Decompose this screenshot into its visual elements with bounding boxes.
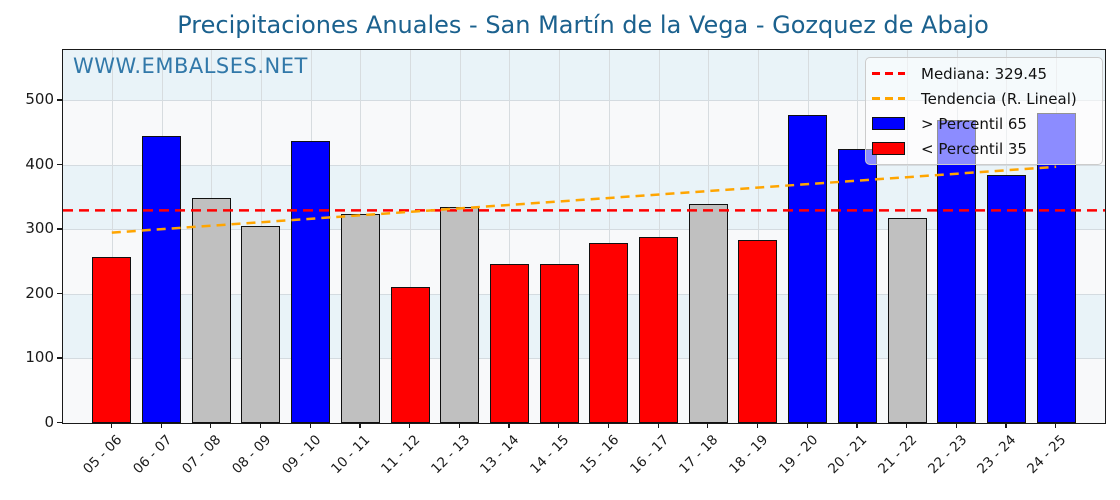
chart-title: Precipitaciones Anuales - San Martín de … (177, 11, 989, 39)
x-tick-mark (1055, 423, 1057, 428)
legend: Mediana: 329.45 Tendencia (R. Lineal) > Pe… (865, 57, 1103, 165)
x-tick-mark (955, 423, 957, 428)
y-tick-mark (57, 357, 62, 359)
bar-13-14 (489, 264, 529, 423)
bar-14-15 (539, 264, 579, 423)
x-tick-mark (607, 423, 610, 428)
x-tick-mark (210, 423, 212, 428)
x-gridline (559, 50, 561, 423)
y-tick-label: 0 (44, 413, 54, 431)
y-tick-mark (57, 292, 62, 295)
bar-08-09 (241, 225, 281, 423)
bar-22-23 (937, 119, 977, 423)
legend-label: > Percentil 65 (921, 114, 1027, 133)
y-gridline (63, 100, 1105, 102)
bar-23-24 (986, 174, 1026, 423)
bar-20-21 (837, 148, 877, 423)
bar-07-08 (191, 198, 231, 423)
x-tick-mark (160, 423, 162, 428)
y-gridline (63, 358, 1105, 360)
bar-18-19 (738, 239, 778, 423)
line-layer (63, 165, 1105, 234)
y-tick-label: 400 (25, 154, 54, 173)
x-tick-mark (508, 423, 510, 428)
bar-10-11 (340, 213, 380, 423)
x-tick-mark (259, 423, 262, 428)
legend-item: Tendencia (R. Lineal) (866, 86, 1102, 111)
bar-19-20 (788, 115, 828, 423)
bar-15-16 (589, 242, 629, 423)
legend-marker-wrap (872, 142, 921, 155)
bar-05-06 (92, 257, 132, 423)
y-tick-mark (57, 163, 62, 166)
legend-dashed-line-icon (872, 72, 905, 75)
watermark: WWW.EMBALSES.NET (73, 54, 308, 78)
legend-item: < Percentil 35 (866, 136, 1102, 161)
bar-11-12 (390, 287, 430, 423)
legend-marker-wrap (872, 117, 921, 130)
x-gridline (509, 50, 511, 423)
x-tick-mark (309, 423, 311, 428)
y-tick-mark (57, 422, 62, 424)
bar-21-22 (887, 218, 927, 423)
x-tick-mark (110, 423, 113, 428)
legend-item: > Percentil 65 (866, 111, 1102, 136)
legend-item: Mediana: 329.45 (866, 61, 1102, 86)
x-tick-mark (409, 423, 411, 428)
trend-line (111, 165, 1057, 234)
bar-09-10 (291, 141, 331, 423)
x-gridline (757, 50, 759, 423)
x-gridline (608, 50, 610, 423)
legend-label: < Percentil 35 (921, 139, 1027, 158)
y-tick-label: 300 (25, 219, 54, 238)
y-tick-label: 500 (25, 90, 54, 109)
legend-marker-wrap (872, 72, 921, 75)
y-gridline (63, 164, 1105, 166)
x-tick-mark (906, 423, 908, 428)
x-gridline (410, 50, 411, 423)
y-tick-mark (57, 99, 62, 101)
bar-16-17 (639, 236, 678, 423)
x-tick-mark (856, 423, 858, 428)
legend-box-icon (872, 142, 905, 155)
y-tick-label: 200 (25, 283, 54, 302)
x-tick-mark (657, 423, 659, 428)
legend-box-icon (872, 117, 905, 130)
x-tick-mark (707, 423, 709, 428)
x-tick-mark (558, 423, 560, 428)
x-tick-mark (458, 423, 460, 428)
y-tick-label: 100 (25, 348, 54, 367)
x-tick-mark (806, 423, 808, 428)
background-band (63, 164, 1105, 230)
background-band (63, 293, 1105, 359)
legend-dashed-line-icon (872, 97, 905, 100)
legend-marker-wrap (872, 97, 921, 100)
y-tick-mark (57, 228, 62, 230)
bar-06-07 (142, 135, 181, 423)
x-gridline (111, 50, 113, 423)
bar-17-18 (688, 204, 728, 423)
bar-12-13 (440, 207, 480, 423)
x-tick-mark (1005, 423, 1007, 428)
x-tick-mark (359, 423, 361, 428)
legend-label: Tendencia (R. Lineal) (921, 89, 1077, 108)
legend-label: Mediana: 329.45 (921, 64, 1048, 83)
y-gridline (63, 229, 1105, 231)
plot-area: WWW.EMBALSES.NET Mediana: 329.45 Tendenci… (62, 49, 1106, 424)
y-gridline (63, 293, 1105, 295)
x-tick-mark (756, 423, 759, 428)
